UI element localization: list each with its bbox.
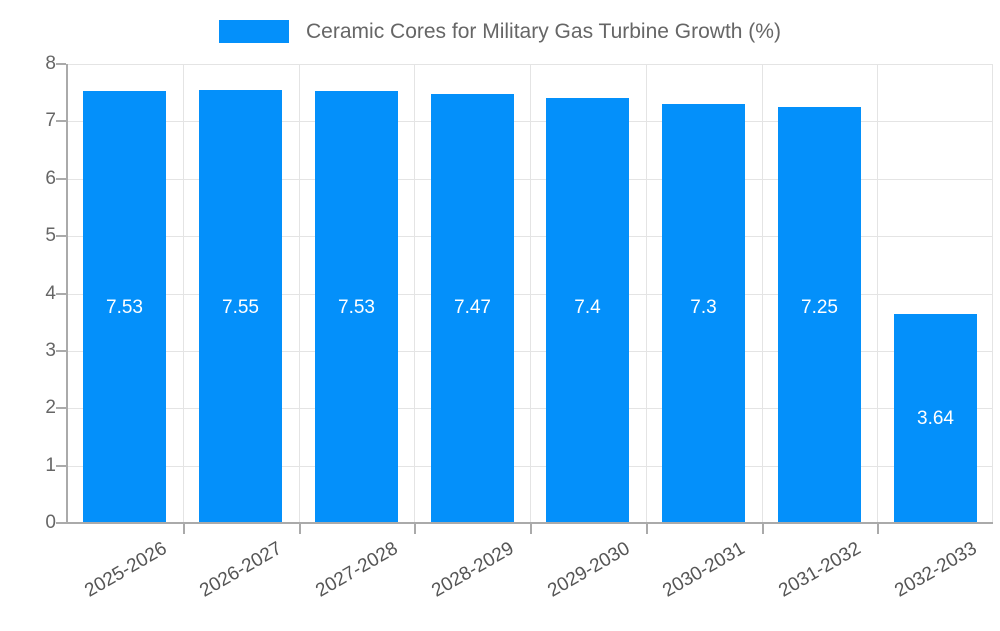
y-axis-tick-label: 6 [45,167,56,189]
x-axis-tick-mark [877,524,879,534]
x-axis-tick-mark [646,524,648,534]
bar-value-label: 7.53 [106,297,143,318]
chart-legend: Ceramic Cores for Military Gas Turbine G… [0,14,1000,48]
y-axis-tick-mark [56,349,66,352]
gridline-vertical [877,64,878,523]
bar[interactable]: 7.47 [431,94,514,523]
x-axis-line [56,522,993,524]
y-axis-tick-label: 2 [45,397,56,419]
y-axis-tick-mark [56,522,66,524]
bar-chart: Ceramic Cores for Military Gas Turbine G… [0,14,1000,602]
y-axis-tick-label: 3 [45,339,56,361]
plot-area: 7.53 7.55 7.53 7.47 7.4 7.3 7.25 3.64 [67,64,993,524]
x-axis-tick-mark [530,524,532,534]
bar[interactable]: 3.64 [894,314,977,523]
bar-value-label: 7.25 [801,297,838,318]
x-axis-tick-mark [414,524,416,534]
y-axis-tick-label: 5 [45,225,56,247]
x-axis-tick-mark [299,524,301,534]
bar-value-label: 7.53 [338,297,375,318]
bar[interactable]: 7.3 [662,104,745,523]
x-axis-tick-labels: 2025-2026 2026-2027 2027-2028 2028-2029 2029… [67,524,993,602]
legend-label: Ceramic Cores for Military Gas Turbine G… [306,19,781,43]
bar[interactable]: 7.4 [546,98,629,523]
y-axis-tick-label: 7 [45,110,56,132]
y-axis-tick-labels: 0 1 2 3 4 5 6 7 8 [0,54,56,532]
y-axis-tick-label: 1 [45,454,56,476]
bar-value-label: 7.3 [690,297,717,318]
x-axis-tick-mark [183,524,185,534]
y-axis-tick-mark [56,407,66,410]
y-axis-tick-mark [56,120,66,123]
y-axis-tick-mark [56,63,66,65]
y-axis-tick-label: 0 [45,512,56,533]
legend-color-swatch [219,19,290,43]
gridline-vertical [530,64,531,523]
gridline-vertical [762,64,763,523]
y-axis-tick-label: 4 [45,282,56,304]
bar-value-label: 7.4 [574,297,601,318]
gridline-vertical [299,64,300,523]
plot-right-border [992,64,993,523]
y-axis-tick-mark [56,177,66,180]
bar[interactable]: 7.55 [199,89,282,523]
y-axis-tick-marks [0,63,67,524]
bar-value-label: 7.55 [222,297,259,318]
gridline-vertical [183,64,184,523]
gridline-vertical [414,64,415,523]
bar[interactable]: 7.53 [83,90,166,523]
y-axis-tick-mark [56,464,66,467]
bar[interactable]: 7.53 [315,90,398,523]
bar[interactable]: 7.25 [778,107,861,523]
gridline-vertical [646,64,647,523]
y-axis-tick-mark [56,292,66,295]
y-axis-tick-label: 8 [45,53,56,74]
bar-value-label: 3.64 [917,407,954,429]
bar-value-label: 7.47 [454,297,491,318]
x-axis-tick-mark [762,524,764,534]
y-axis-line [66,64,68,524]
y-axis-tick-mark [56,235,66,238]
